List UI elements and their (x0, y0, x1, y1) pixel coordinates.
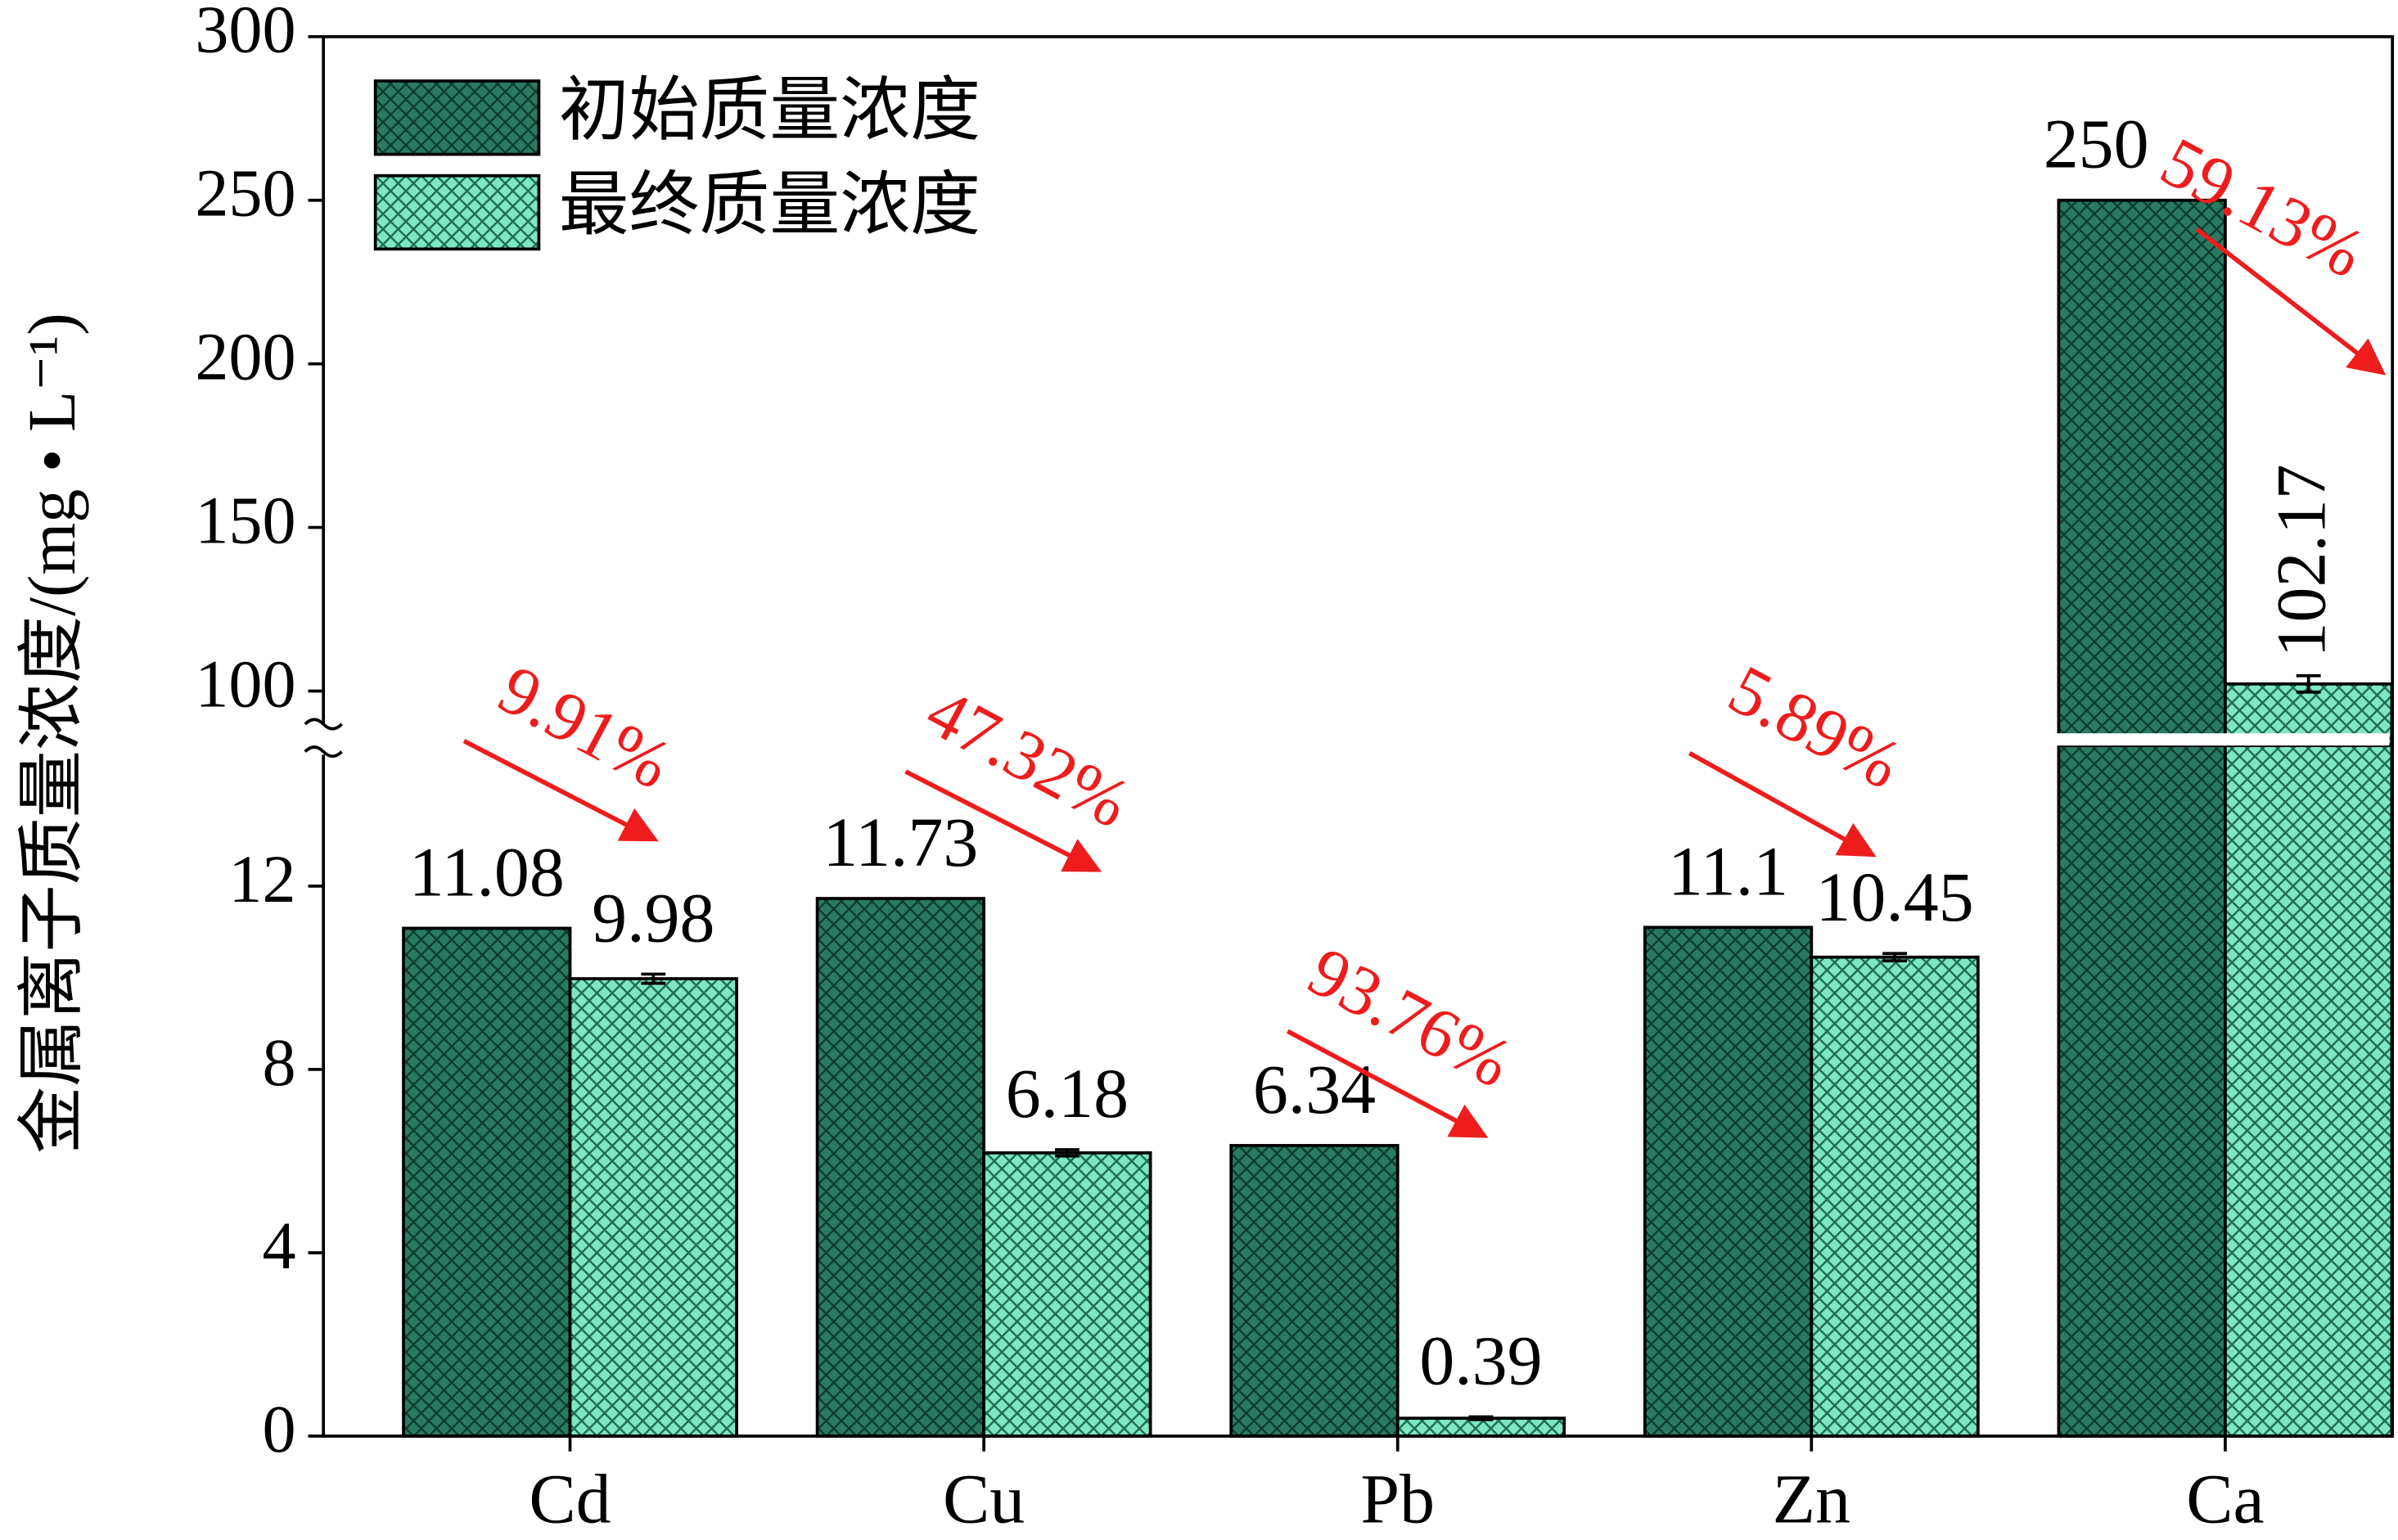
value-label: 11.1 (1668, 831, 1788, 910)
x-tick-label: Ca (2186, 1460, 2264, 1538)
error-bar (1468, 1415, 1494, 1421)
error-bar (2296, 673, 2321, 694)
reduction-arrow (1286, 1029, 1489, 1138)
value-label: 11.73 (823, 803, 978, 881)
value-label: 9.98 (592, 878, 714, 957)
legend-label: 最终质量浓度 (559, 165, 980, 244)
bar (1229, 1144, 1400, 1438)
value-label: 10.45 (1815, 858, 1973, 936)
reduction-arrow (904, 769, 1102, 872)
y-tick-label: 200 (195, 320, 295, 394)
value-label: 0.39 (1419, 1321, 1542, 1399)
bar (1643, 925, 1814, 1438)
y-tick-label: 4 (262, 1209, 295, 1283)
error-bar (641, 972, 666, 985)
reduction-label: 5.89% (1717, 650, 1914, 804)
reduction-arrow (462, 739, 659, 842)
y-tick-label: 0 (262, 1392, 295, 1466)
value-label: 250 (2044, 105, 2149, 183)
x-tick-label: Cd (529, 1460, 611, 1538)
bar (568, 977, 738, 1438)
legend-swatch (373, 79, 541, 156)
y-tick-label: 150 (195, 483, 295, 557)
y-tick-label: 12 (228, 842, 295, 916)
axis-break-mark (304, 718, 343, 759)
value-label: 11.08 (409, 832, 565, 911)
bar (982, 1151, 1152, 1438)
y-tick-label: 100 (195, 646, 295, 721)
legend-label: 初始质量浓度 (559, 70, 980, 149)
x-tick-label: Pb (1360, 1460, 1435, 1538)
legend-swatch (373, 173, 541, 251)
bar-upper-part (2057, 198, 2227, 747)
reduction-arrow (2195, 227, 2387, 376)
value-label: 6.34 (1253, 1050, 1376, 1128)
value-label: 6.18 (1006, 1054, 1129, 1132)
reduction-arrow (1688, 751, 1877, 858)
axis-break-gap (326, 733, 2390, 746)
bar (402, 926, 572, 1438)
bar (815, 897, 985, 1438)
reduction-label: 9.91% (487, 650, 684, 804)
value-label: 102.17 (2261, 464, 2340, 657)
error-bar (1054, 1148, 1080, 1158)
bar-lower-part (2224, 735, 2394, 1438)
y-tick-label: 300 (195, 0, 295, 67)
y-tick-label: 8 (262, 1025, 295, 1100)
y-axis-label: 金属离子质量浓度/(mg • L⁻¹) (15, 313, 89, 1154)
x-tick-label: Cu (943, 1460, 1025, 1538)
bar (1810, 955, 1980, 1438)
error-bar (1882, 952, 1908, 963)
x-tick-label: Zn (1773, 1460, 1850, 1538)
bar-lower-part (2057, 735, 2227, 1438)
y-tick-label: 250 (195, 156, 295, 231)
